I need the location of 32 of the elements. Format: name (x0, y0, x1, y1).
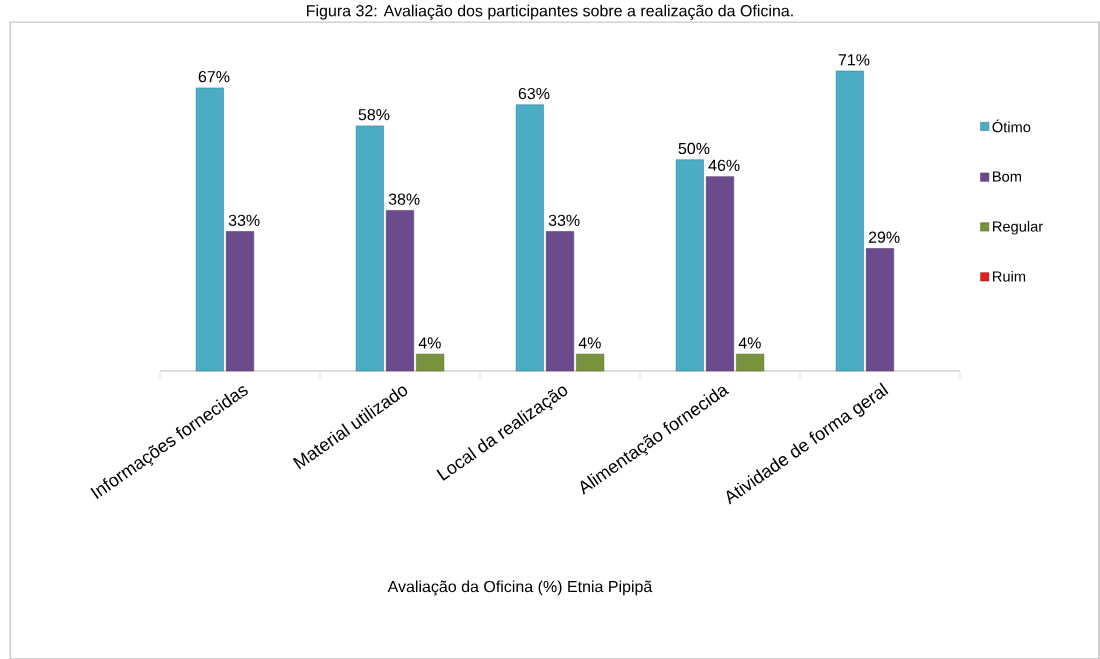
data-label: 58% (358, 109, 390, 121)
data-label: 29% (868, 231, 900, 243)
bar (515, 104, 544, 372)
bar (195, 87, 224, 372)
bar (865, 248, 895, 372)
bar (576, 353, 605, 372)
legend-label: Regular (993, 220, 1043, 235)
data-label: 4% (418, 337, 441, 349)
data-label: 33% (548, 214, 580, 226)
chart-title: Figura 32: Avaliação dos participantes sobre a realização da Oficina. (307, 4, 793, 20)
data-label: 71% (838, 54, 870, 66)
legend-label: Bom (993, 171, 1021, 182)
data-label: 4% (578, 337, 601, 349)
data-label: 67% (198, 70, 230, 83)
data-label: 50% (678, 142, 710, 155)
data-label: 38% (388, 193, 420, 205)
bar (355, 125, 384, 372)
x-axis-title: Avaliação da Oficina (%) Etnia Pipipã (387, 580, 653, 596)
bar (736, 353, 765, 372)
legend-label: Ótimo (992, 119, 1031, 133)
bar (225, 231, 255, 372)
data-label: 4% (738, 337, 761, 349)
bar (385, 210, 415, 372)
legend-label: Ruim (993, 270, 1026, 282)
bar (416, 353, 445, 372)
data-label: 46% (708, 159, 740, 172)
bar (835, 70, 864, 372)
bar (705, 176, 735, 372)
bar (675, 159, 704, 372)
data-label: 33% (228, 214, 260, 226)
bar (545, 231, 575, 372)
data-label: 63% (518, 87, 550, 100)
